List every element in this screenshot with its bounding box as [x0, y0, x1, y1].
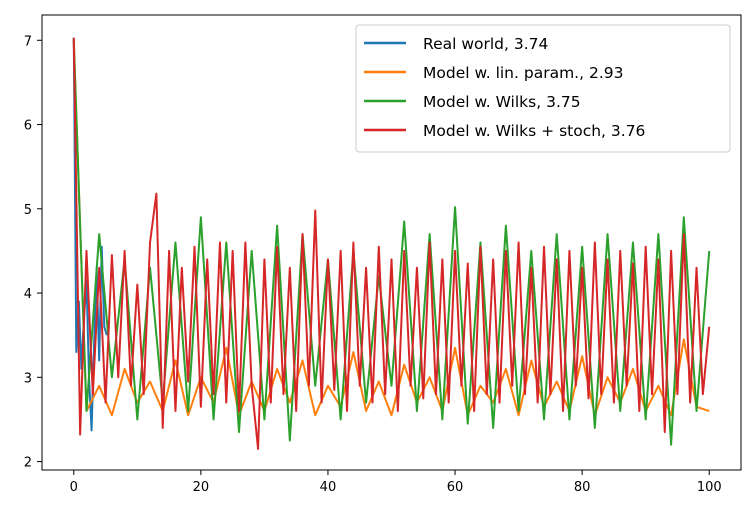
legend-label: Real world, 3.74 — [423, 35, 548, 53]
y-tick-label: 4 — [24, 287, 32, 302]
x-tick-label: 80 — [574, 480, 591, 495]
series-line-4 — [72, 37, 711, 450]
y-tick-label: 3 — [24, 371, 32, 386]
axes-frame — [41, 14, 742, 471]
y-tick-label: 6 — [24, 119, 32, 134]
y-tick-label: 2 — [24, 456, 32, 471]
legend-box — [355, 24, 731, 153]
x-tick-label: 20 — [193, 480, 210, 495]
legend-label: Model w. Wilks + stoch, 3.76 — [423, 122, 645, 140]
x-tick-label: 0 — [70, 480, 78, 495]
legend-label: Model w. lin. param., 2.93 — [423, 64, 623, 82]
series-layer — [72, 37, 711, 450]
x-tick-label: 60 — [447, 480, 464, 495]
series-line-2 — [72, 40, 710, 417]
x-axis: 0 20 40 60 80 100 — [70, 470, 722, 495]
x-tick-label: 40 — [320, 480, 337, 495]
x-tick-label: 100 — [697, 480, 722, 495]
y-axis: 2 3 4 5 6 7 — [24, 34, 42, 471]
y-tick-label: 7 — [24, 34, 32, 49]
y-tick-label: 5 — [24, 203, 32, 218]
legend-label: Model w. Wilks, 3.75 — [423, 93, 581, 111]
legend: Real world, 3.74 Model w. lin. param., 2.… — [355, 24, 731, 153]
